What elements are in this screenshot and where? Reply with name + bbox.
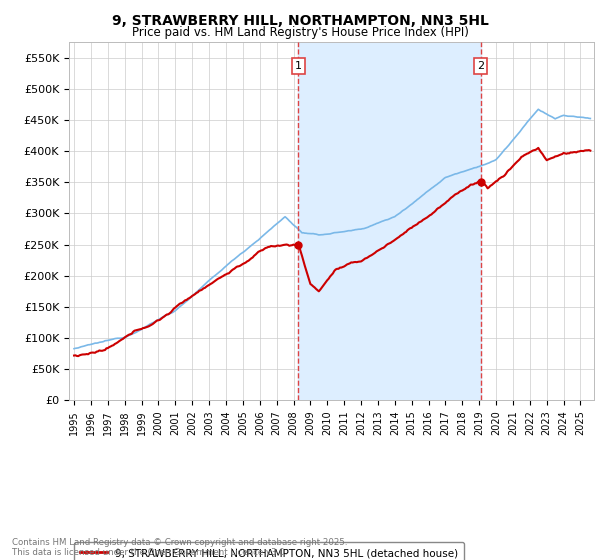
Text: Price paid vs. HM Land Registry's House Price Index (HPI): Price paid vs. HM Land Registry's House … bbox=[131, 26, 469, 39]
Text: 9, STRAWBERRY HILL, NORTHAMPTON, NN3 5HL: 9, STRAWBERRY HILL, NORTHAMPTON, NN3 5HL bbox=[112, 14, 488, 28]
Text: Contains HM Land Registry data © Crown copyright and database right 2025.
This d: Contains HM Land Registry data © Crown c… bbox=[12, 538, 347, 557]
Text: 2: 2 bbox=[477, 60, 484, 71]
Bar bbox=[298, 42, 481, 400]
Legend: 9, STRAWBERRY HILL, NORTHAMPTON, NN3 5HL (detached house), HPI: Average price, d: 9, STRAWBERRY HILL, NORTHAMPTON, NN3 5HL… bbox=[74, 542, 464, 560]
Text: 1: 1 bbox=[295, 60, 302, 71]
